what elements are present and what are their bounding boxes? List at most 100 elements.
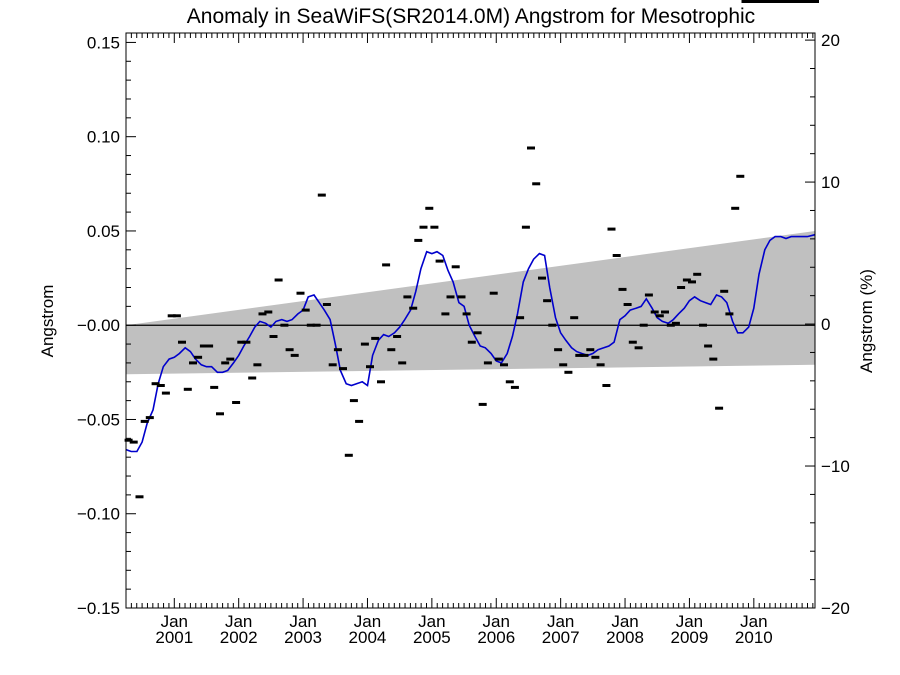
y-tick-label: 0.15 xyxy=(87,33,120,52)
data-point xyxy=(339,367,347,371)
data-point xyxy=(784,0,793,3)
x-tick-year-label: 2006 xyxy=(477,628,515,647)
data-point xyxy=(505,380,514,384)
data-point xyxy=(768,0,777,3)
data-point xyxy=(312,323,321,327)
data-point xyxy=(199,344,208,348)
data-point xyxy=(414,238,423,242)
data-point xyxy=(666,323,675,327)
data-point xyxy=(172,314,181,318)
data-point xyxy=(366,365,374,369)
x-tick-month-label: Jan xyxy=(418,612,445,631)
trend-line-layer xyxy=(125,233,816,453)
data-point xyxy=(773,0,782,3)
data-point xyxy=(564,370,573,374)
data-point xyxy=(682,278,691,282)
trend-line xyxy=(125,233,816,453)
data-point xyxy=(516,316,525,320)
data-point xyxy=(301,308,310,312)
data-point xyxy=(242,340,251,344)
data-point xyxy=(285,348,294,352)
data-point xyxy=(129,440,138,444)
x-tick-month-label: Jan xyxy=(740,612,767,631)
data-point xyxy=(322,303,331,306)
data-point xyxy=(548,323,557,327)
data-point xyxy=(800,0,809,3)
x-tick-year-label: 2009 xyxy=(671,628,709,647)
data-point xyxy=(596,363,605,367)
data-point xyxy=(538,276,546,280)
data-point xyxy=(688,280,696,284)
x-tick-year-label: 2005 xyxy=(413,628,451,647)
y2-tick-label: −10 xyxy=(821,457,850,476)
data-point xyxy=(232,401,241,404)
data-point xyxy=(639,323,648,327)
data-point xyxy=(393,335,402,338)
y-axis-label: Angstrom xyxy=(38,285,57,358)
data-point xyxy=(419,225,428,229)
data-point xyxy=(151,382,160,386)
confidence-band-layer xyxy=(126,230,815,375)
data-point xyxy=(623,303,632,306)
data-point xyxy=(570,316,579,320)
data-point xyxy=(451,265,460,269)
y-tick-label: −0.00 xyxy=(77,316,120,335)
data-point xyxy=(494,357,503,361)
data-point xyxy=(634,346,643,350)
data-point xyxy=(237,340,246,344)
data-point xyxy=(248,376,257,380)
data-point xyxy=(715,406,724,410)
data-point xyxy=(205,344,214,348)
data-point xyxy=(446,295,455,299)
data-point xyxy=(317,193,326,197)
x-tick-year-label: 2004 xyxy=(349,628,387,647)
y-tick-label: −0.05 xyxy=(77,410,120,429)
data-point xyxy=(258,312,267,316)
data-point xyxy=(763,0,772,3)
data-point xyxy=(221,361,230,365)
data-point xyxy=(510,385,519,389)
x-tick-year-label: 2003 xyxy=(284,628,322,647)
data-point xyxy=(543,299,552,303)
data-point xyxy=(725,312,734,316)
y-tick-label: 0.05 xyxy=(87,222,120,241)
x-tick-year-label: 2001 xyxy=(155,628,193,647)
data-point xyxy=(194,355,203,359)
x-tick-year-label: 2002 xyxy=(220,628,258,647)
data-point xyxy=(398,361,407,365)
data-point xyxy=(140,419,149,423)
data-point xyxy=(483,361,492,365)
data-point xyxy=(473,331,482,335)
data-point xyxy=(333,348,342,352)
data-point xyxy=(671,321,680,325)
data-point xyxy=(747,0,756,3)
data-point xyxy=(274,278,283,282)
confidence-band xyxy=(126,230,815,375)
data-point xyxy=(602,384,611,387)
y2-tick-label: 10 xyxy=(821,173,840,192)
data-point xyxy=(736,174,745,178)
data-point xyxy=(720,289,729,293)
data-point xyxy=(135,495,144,499)
data-points-layer xyxy=(124,0,819,499)
data-point xyxy=(527,146,535,150)
x-tick-year-label: 2007 xyxy=(542,628,580,647)
data-point xyxy=(371,336,380,340)
data-point xyxy=(661,310,669,314)
data-point xyxy=(226,357,235,361)
data-point xyxy=(757,0,766,3)
x-tick-month-label: Jan xyxy=(676,612,703,631)
x-tick-month-label: Jan xyxy=(611,612,638,631)
data-point xyxy=(183,387,192,391)
data-point xyxy=(489,291,498,295)
chart-title: Anomaly in SeaWiFS(SR2014.0M) Angstrom f… xyxy=(187,5,755,28)
data-point xyxy=(328,363,337,367)
data-point xyxy=(478,402,487,406)
data-point xyxy=(189,361,197,365)
data-point xyxy=(500,363,508,367)
x-tick-month-label: Jan xyxy=(483,612,510,631)
x-tick-year-label: 2010 xyxy=(735,628,773,647)
axes-layer: −0.15 −0.10 −0.05 −0.00 0.05 0.10 0.15 −20 −10 0 1… xyxy=(77,31,850,647)
data-point xyxy=(741,0,750,3)
data-point xyxy=(178,340,186,344)
